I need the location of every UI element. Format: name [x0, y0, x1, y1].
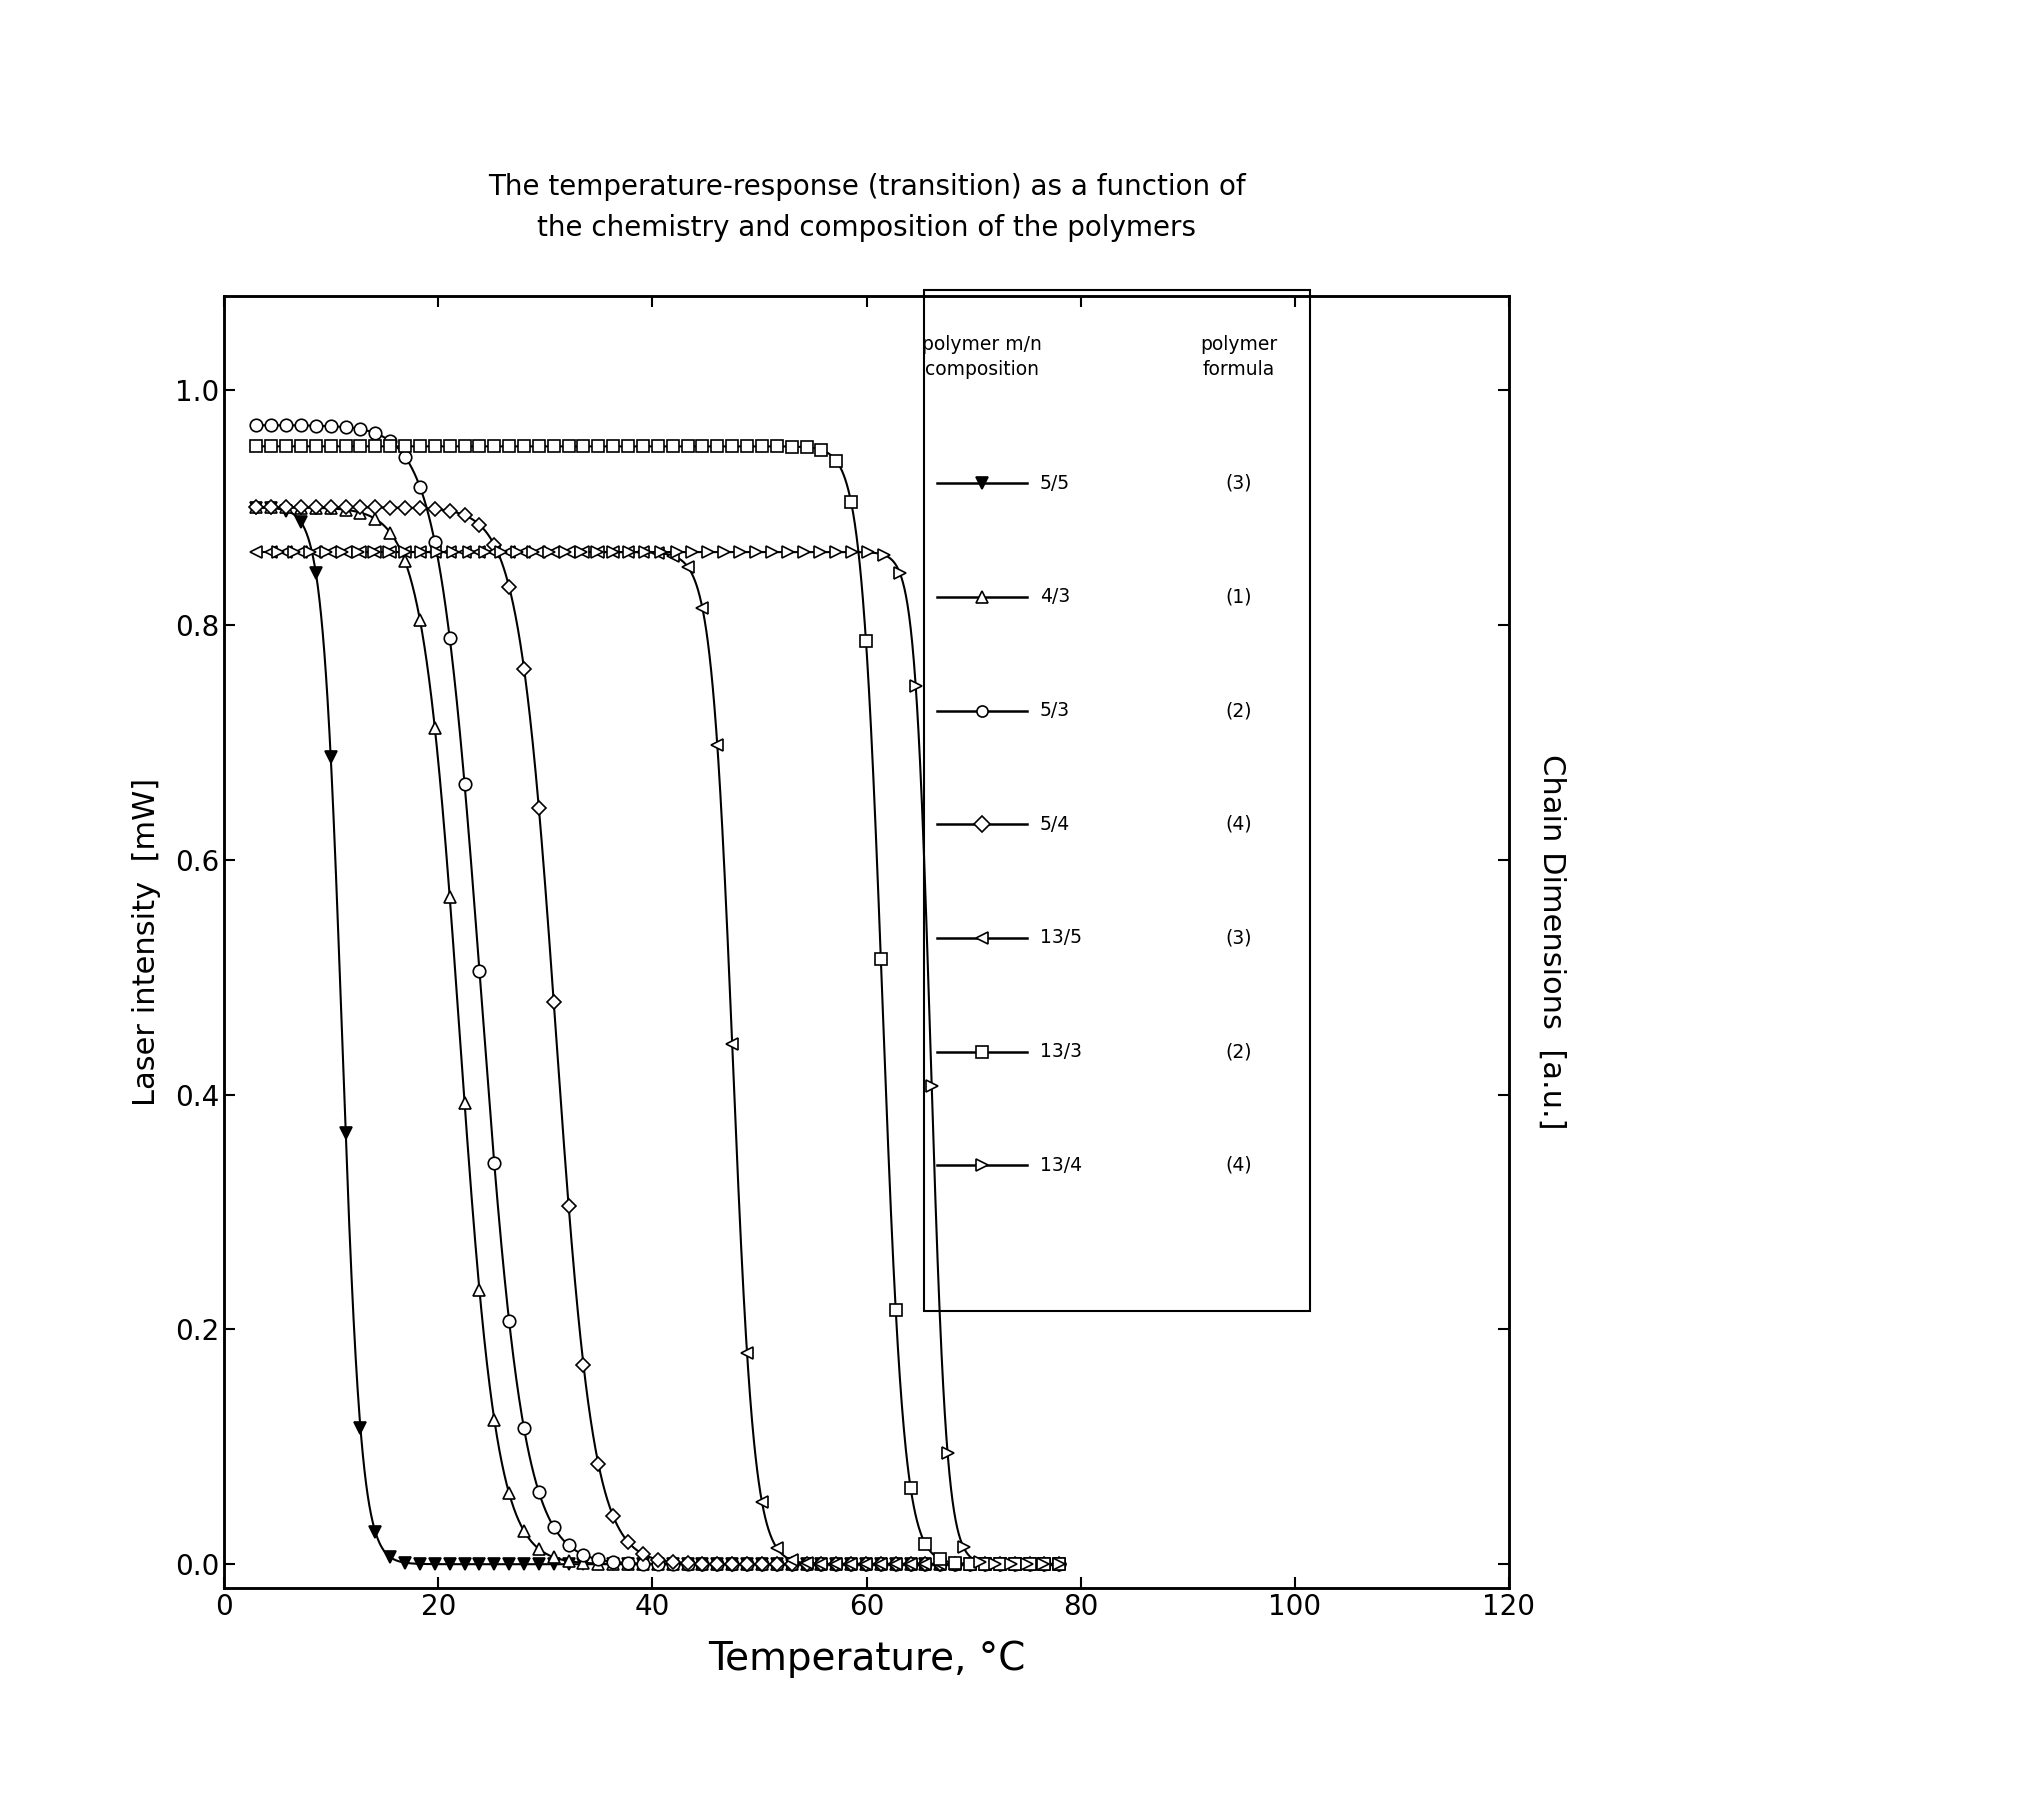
- X-axis label: Temperature, °C: Temperature, °C: [708, 1640, 1026, 1677]
- Text: polymer m/n
composition: polymer m/n composition: [922, 335, 1042, 379]
- Text: 4/3: 4/3: [1040, 587, 1070, 606]
- Text: (4): (4): [1225, 814, 1252, 834]
- Text: 13/5: 13/5: [1040, 929, 1083, 947]
- Text: 5/5: 5/5: [1040, 474, 1070, 493]
- Y-axis label: Chain Dimensions  [a.u.]: Chain Dimensions [a.u.]: [1537, 753, 1566, 1130]
- Text: polymer
formula: polymer formula: [1201, 335, 1278, 379]
- Text: 5/3: 5/3: [1040, 701, 1070, 719]
- Text: 13/4: 13/4: [1040, 1155, 1083, 1175]
- Text: (4): (4): [1225, 1155, 1252, 1175]
- Text: (2): (2): [1225, 701, 1252, 719]
- Text: The temperature-response (transition) as a function of
the chemistry and composi: The temperature-response (transition) as…: [487, 172, 1246, 242]
- Text: 5/4: 5/4: [1040, 814, 1070, 834]
- Y-axis label: Laser intensity  [mW]: Laser intensity [mW]: [133, 779, 161, 1105]
- Text: (3): (3): [1225, 474, 1252, 493]
- Bar: [924, 289, 1309, 1311]
- Text: 13/3: 13/3: [1040, 1042, 1083, 1060]
- Text: (3): (3): [1225, 929, 1252, 947]
- Text: (1): (1): [1225, 587, 1252, 606]
- Text: (2): (2): [1225, 1042, 1252, 1060]
